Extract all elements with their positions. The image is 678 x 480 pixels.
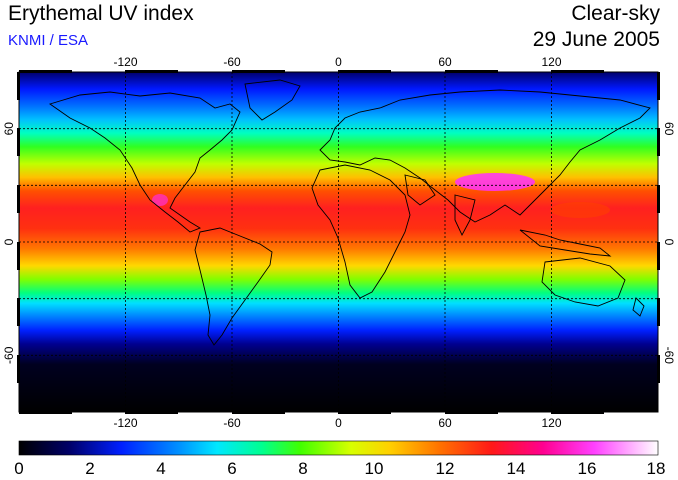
africa-outline (311, 164, 411, 299)
colorbar-label: 6 (227, 459, 236, 478)
india-outline (454, 194, 476, 237)
lat-tick-right: 0 (662, 239, 676, 246)
lat-tick-right: 60 (662, 122, 676, 136)
mexico-uv-maximum (152, 194, 168, 206)
arabia-outline (404, 174, 436, 206)
lon-tick-bottom: 60 (438, 416, 452, 430)
tibet-uv-maximum (455, 173, 535, 191)
lon-tick-top: 60 (438, 55, 452, 69)
lon-tick-bottom: -120 (113, 416, 137, 430)
coastlines (48, 79, 651, 346)
colorbar-label: 8 (298, 459, 307, 478)
lon-tick-top: 120 (541, 55, 561, 69)
colorbar-label: 16 (578, 459, 597, 478)
colorbar-label: 2 (85, 459, 94, 478)
map-frame (17, 70, 660, 414)
new-zealand-outline (632, 297, 645, 317)
lon-tick-top: -120 (113, 55, 137, 69)
lat-tick-left: -60 (2, 346, 16, 364)
lon-tick-bottom: -60 (223, 416, 241, 430)
colorbar-label: 0 (14, 459, 23, 478)
australia-outline (541, 257, 626, 307)
colorbar-label: 14 (507, 459, 526, 478)
eurasia-outline (319, 89, 651, 223)
lat-tick-left: 60 (2, 122, 16, 136)
colorbar-labels: 0 2 4 6 8 10 12 14 16 18 (14, 459, 665, 478)
greenland-outline (244, 79, 301, 121)
lon-tick-top: 0 (335, 55, 342, 69)
lon-tick-top: -60 (223, 55, 241, 69)
map-title: Erythemal UV index (8, 2, 194, 25)
date-label: 29 June 2005 (532, 28, 660, 51)
colorbar-label: 10 (365, 459, 384, 478)
southeast-asia-islands-outline (519, 229, 612, 257)
colorbar-label: 12 (436, 459, 455, 478)
lon-tick-bottom: 120 (541, 416, 561, 430)
graticule (19, 72, 658, 412)
sky-condition-label: Clear-sky (571, 2, 660, 25)
lat-tick-left: 0 (2, 238, 16, 245)
credit-label: KNMI / ESA (8, 32, 89, 49)
lat-tick-right: -60 (662, 347, 676, 365)
colorbar-label: 4 (156, 459, 165, 478)
lon-tick-bottom: 0 (335, 416, 342, 430)
colorbar-label: 18 (647, 459, 666, 478)
north-america-outline (48, 91, 241, 233)
uv-colorbar (18, 440, 659, 456)
